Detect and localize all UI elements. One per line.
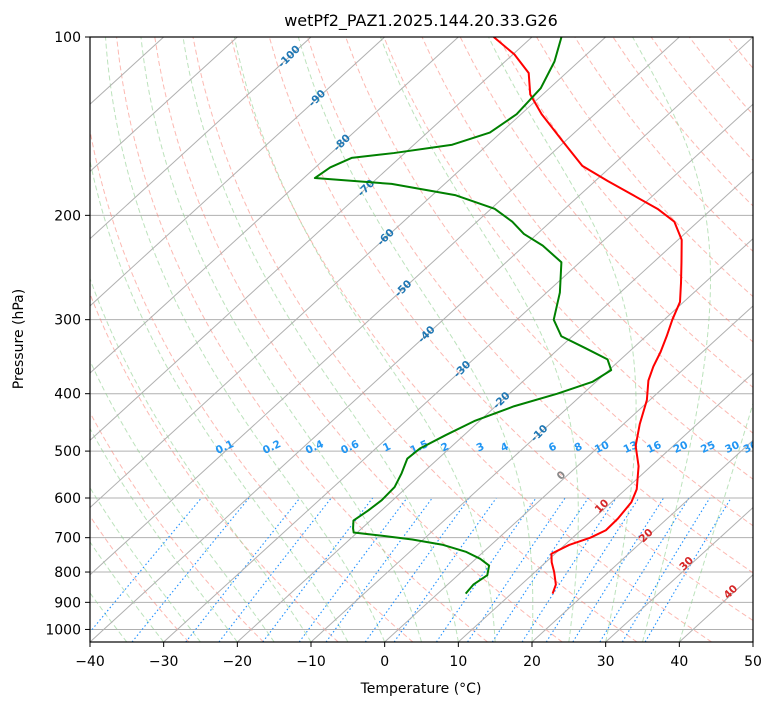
x-tick-label: 50 xyxy=(744,654,762,670)
y-tick-label: 800 xyxy=(54,565,81,581)
isotherm-line xyxy=(90,37,312,240)
dry-adiabat xyxy=(154,37,563,642)
moist-adiabats xyxy=(90,37,753,642)
pressure-gridlines xyxy=(90,37,753,630)
mixing-ratio-line xyxy=(298,497,408,642)
moist-adiabat xyxy=(678,401,753,642)
x-tick-label: −40 xyxy=(75,654,105,670)
x-axis-label: Temperature (°C) xyxy=(360,681,482,697)
x-tick-label: 20 xyxy=(523,654,541,670)
mixing-ratio-label: 2 xyxy=(439,441,451,455)
dry-adiabat xyxy=(497,37,753,343)
mixing-ratio-line xyxy=(90,497,202,633)
moist-adiabat xyxy=(380,37,579,642)
y-tick-label: 300 xyxy=(54,313,81,329)
mixing-ratio-line xyxy=(185,497,301,642)
skewed-isotherms xyxy=(90,37,753,642)
mixing-ratio-line xyxy=(467,497,566,642)
mixing-ratio-line xyxy=(364,497,470,642)
mixing-ratio-label: 1 xyxy=(381,441,393,455)
dry-adiabat xyxy=(116,37,488,642)
isotherm-line xyxy=(90,37,533,442)
mixing-ratio-line xyxy=(325,497,433,642)
mixing-ratio-line xyxy=(644,497,732,642)
mixing-ratio-line xyxy=(218,497,332,642)
mixing-ratio-line xyxy=(572,497,665,642)
plot-area: -100-90-80-70-60-50-40-30-20-100.1 0.2 0.4… xyxy=(90,37,760,642)
x-tick-label: −20 xyxy=(223,654,253,670)
y-axis-label: Pressure (hPa) xyxy=(11,289,27,389)
y-tick-label: 200 xyxy=(54,208,81,224)
isotherm-line xyxy=(90,37,680,576)
plot-frame xyxy=(89,36,754,643)
y-tick-label: 900 xyxy=(54,595,81,611)
moist-adiabat xyxy=(233,37,496,642)
isotherm-line xyxy=(90,37,238,173)
isotherm-line xyxy=(605,506,753,642)
y-tick-label: 1000 xyxy=(45,622,81,638)
moist-adiabat xyxy=(632,37,712,642)
x-tick-label: 40 xyxy=(670,654,688,670)
dry-adiabat xyxy=(268,37,753,622)
dry-adiabat xyxy=(421,37,753,434)
y-tick-label: 400 xyxy=(54,387,81,403)
isotherm-line xyxy=(384,305,753,642)
isotherm-line xyxy=(90,37,386,307)
dry-adiabat xyxy=(90,411,264,642)
temperature-profile xyxy=(493,37,683,594)
mixing-ratio-label: 10 xyxy=(593,439,611,456)
isotherm-line xyxy=(163,103,753,642)
mixing-ratio-label: 30 xyxy=(723,439,741,456)
mixing-ratio-line xyxy=(491,497,589,642)
x-tick-label: −10 xyxy=(296,654,326,670)
mixing-ratio-lines xyxy=(90,497,732,642)
x-tick-label: 30 xyxy=(597,654,615,670)
mixing-ratio-label: 3 xyxy=(475,440,487,454)
moist-adiabat xyxy=(182,37,459,642)
moist-adiabat xyxy=(297,37,534,642)
mixing-ratio-label: 8 xyxy=(573,440,585,454)
isotherm-line xyxy=(90,37,753,642)
moist-adiabat xyxy=(90,427,238,642)
moist-adiabat xyxy=(140,37,422,642)
sounding-profiles xyxy=(313,37,683,595)
y-tick-label: 600 xyxy=(54,491,81,507)
moist-adiabat xyxy=(90,592,128,642)
x-tick-label: −30 xyxy=(149,654,179,670)
y-tick-label: 500 xyxy=(54,444,81,460)
isotherm-line xyxy=(90,37,607,509)
dry-adiabat xyxy=(192,37,638,642)
x-tick-label: 10 xyxy=(449,654,467,670)
mixing-ratio-label: 20 xyxy=(672,439,690,456)
chart-title: wetPf2_PAZ1.2025.144.20.33.G26 xyxy=(284,11,558,31)
moist-adiabat xyxy=(90,158,349,642)
x-tick-label: 0 xyxy=(380,654,389,670)
mixing-ratio-line xyxy=(621,497,711,642)
mixing-ratio-line xyxy=(545,497,640,642)
mixing-ratio-label: 4 xyxy=(499,440,511,454)
y-tick-label: 100 xyxy=(54,30,81,46)
dry-adiabat xyxy=(536,37,753,298)
isotherm-line xyxy=(457,372,753,642)
mixing-ratio-label: 6 xyxy=(547,440,559,454)
mixing-ratio-label: 25 xyxy=(699,439,717,456)
y-tick-label: 700 xyxy=(54,531,81,547)
moist-adiabat xyxy=(90,359,275,642)
dry-adiabat xyxy=(307,37,753,574)
dewpoint-profile xyxy=(313,37,613,595)
isotherm-line xyxy=(531,439,753,642)
moist-adiabat xyxy=(488,37,637,642)
isotherm-line xyxy=(90,37,459,374)
mixing-ratio-line xyxy=(131,497,250,642)
mixing-ratio-line xyxy=(599,497,690,642)
y-axis-ticks: 100 200 300 400 500 600 700 800 900 1000 xyxy=(45,30,90,638)
mixing-ratio-label: 36 xyxy=(742,439,760,456)
mixing-ratio-label: 16 xyxy=(645,439,663,456)
x-axis-ticks: −40 −30 −20 −10 0 10 20 30 40 50 xyxy=(75,642,762,670)
